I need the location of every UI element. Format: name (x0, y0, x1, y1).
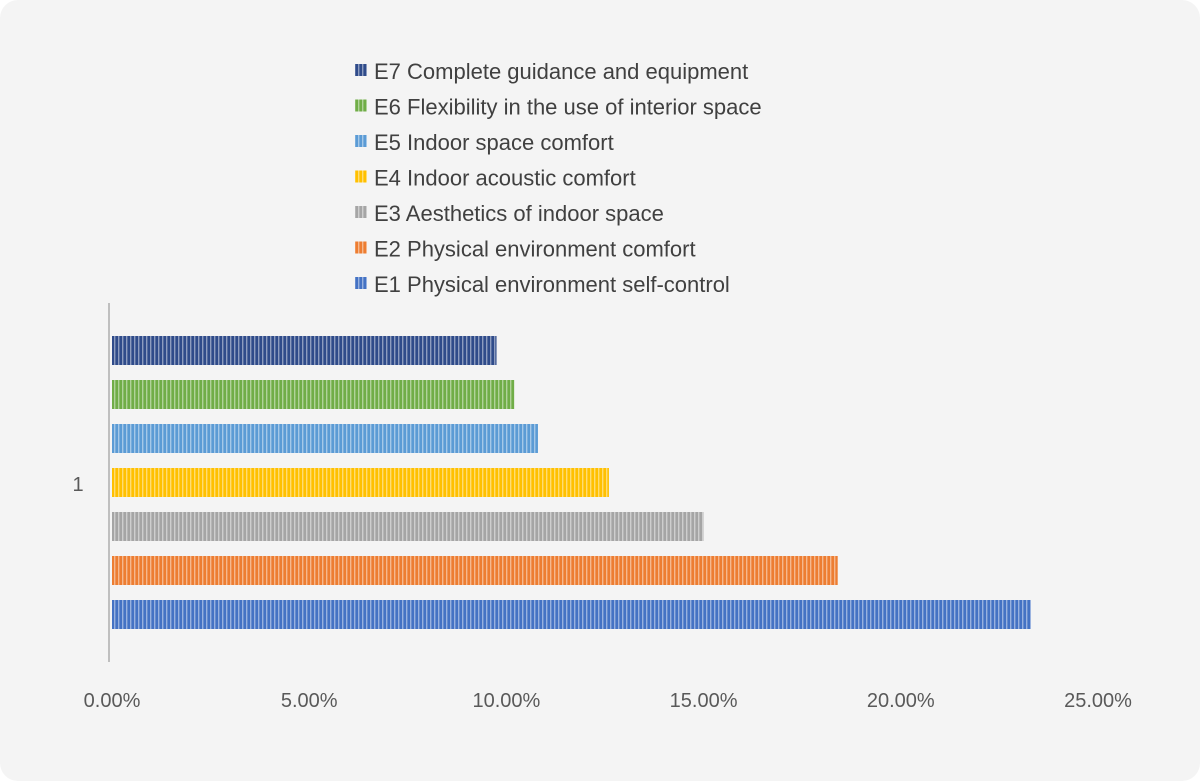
x-tick-label: 0.00% (84, 690, 141, 712)
x-tick-label: 20.00% (867, 690, 935, 712)
legend: E7 Complete guidance and equipment E6 Fle… (355, 59, 762, 297)
legend-swatch (355, 99, 367, 112)
x-tick-label: 25.00% (1064, 690, 1132, 712)
bar (112, 600, 1031, 629)
legend-label: E2 Physical environment comfort (374, 237, 696, 262)
legend-label: E7 Complete guidance and equipment (374, 59, 748, 84)
bar (112, 512, 704, 541)
bars (112, 336, 1031, 629)
bar (112, 556, 838, 585)
bar (112, 424, 538, 453)
legend-swatch (355, 241, 367, 254)
legend-label: E4 Indoor acoustic comfort (374, 166, 636, 191)
legend-label: E1 Physical environment self-control (374, 272, 730, 297)
x-tick-label: 15.00% (670, 690, 738, 712)
category-label: 1 (72, 474, 83, 496)
bar (112, 468, 609, 497)
legend-swatch (355, 64, 367, 76)
legend-swatch (355, 170, 367, 183)
legend-label: E3 Aesthetics of indoor space (374, 201, 664, 226)
x-tick-label: 10.00% (472, 690, 540, 712)
legend-swatch (355, 135, 367, 147)
x-tick-label: 5.00% (281, 690, 338, 712)
legend-swatch (355, 277, 367, 289)
bar (112, 380, 515, 409)
legend-label: E5 Indoor space comfort (374, 130, 614, 155)
legend-swatch (355, 206, 367, 218)
bar (112, 336, 497, 365)
legend-label: E6 Flexibility in the use of interior sp… (374, 95, 762, 120)
x-axis-ticks: 0.00% 5.00% 10.00% 15.00% 20.00% 25.00% (84, 690, 1132, 712)
